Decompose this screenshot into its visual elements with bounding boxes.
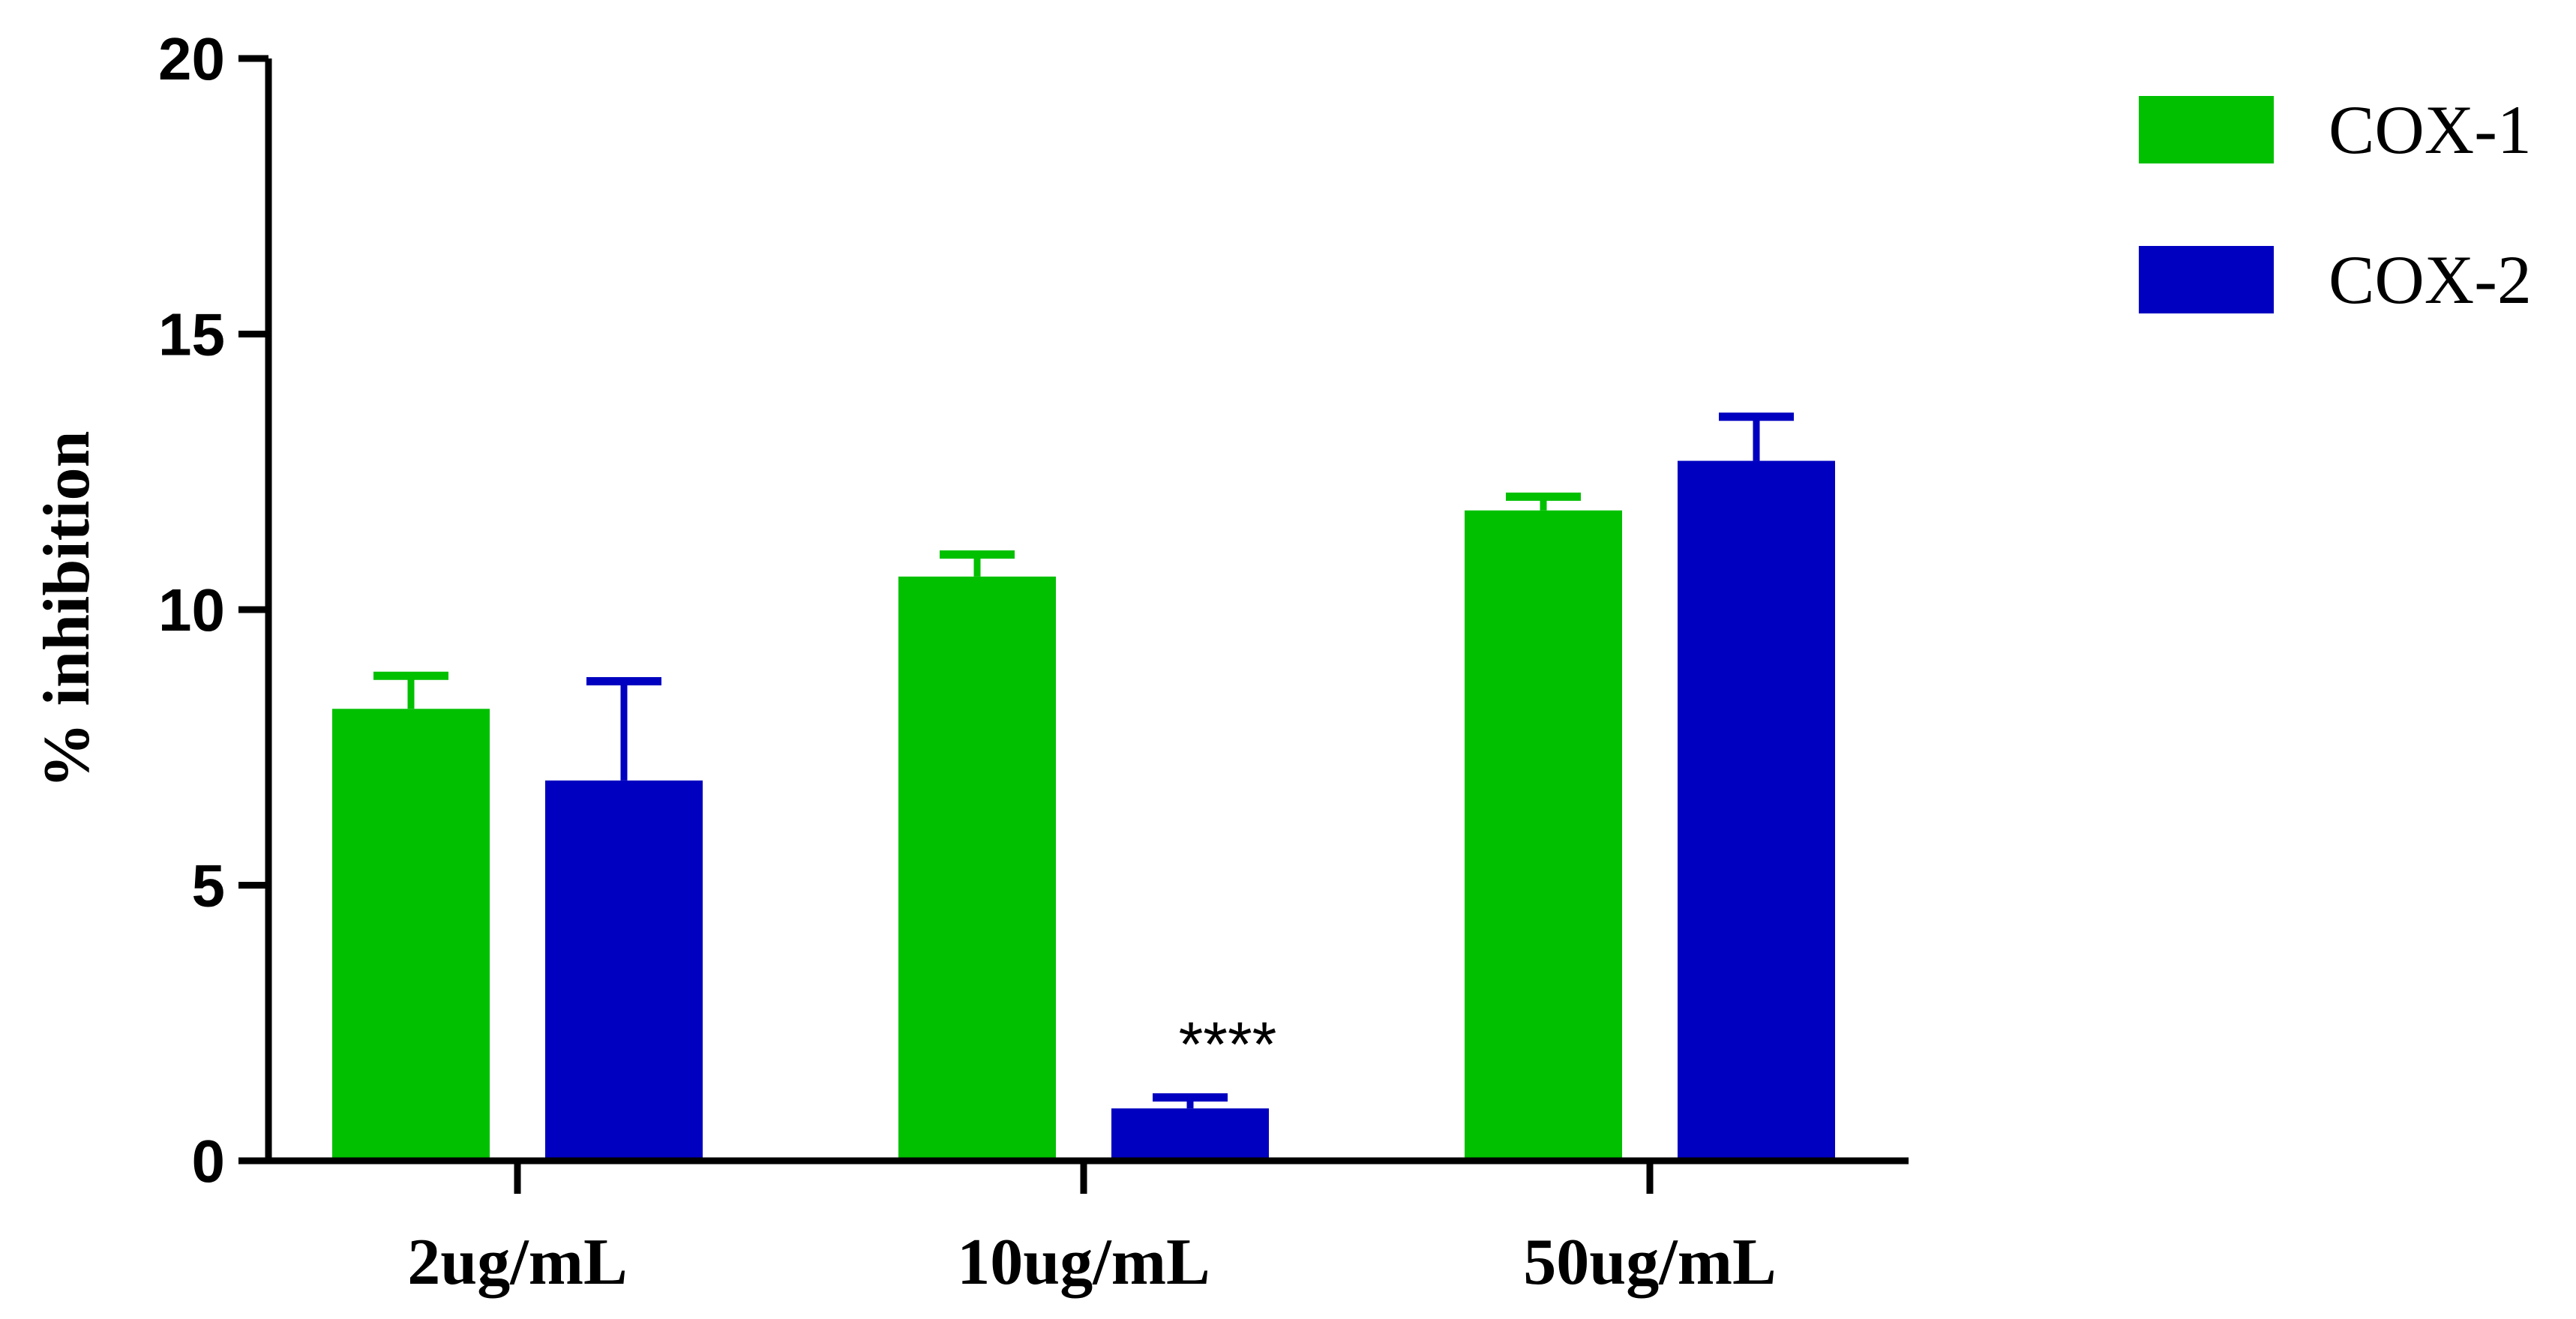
bar-cox-1-0 (332, 709, 490, 1161)
bar-cox-1-1 (898, 576, 1056, 1161)
x-tick-label: 50ug/mL (1523, 1226, 1776, 1299)
legend-label-cox-1: COX-1 (2329, 91, 2532, 168)
significance-annotation: **** (1179, 1009, 1277, 1079)
bar-cox-2-2 (1678, 460, 1835, 1161)
x-tick-label: 2ug/mL (407, 1226, 627, 1299)
bar-cox-2-1 (1111, 1108, 1269, 1161)
x-ticks-group: 2ug/mL 10ug/mL 50ug/mL (407, 1161, 1777, 1299)
legend-swatch-cox-2 (2139, 246, 2274, 313)
bars-group (332, 460, 1835, 1161)
y-axis-label: % inhibition (31, 431, 103, 789)
error-bars-group (373, 412, 1794, 1109)
y-tick-label: 15 (158, 301, 225, 368)
y-tick-label: 0 (192, 1128, 226, 1195)
legend-label-cox-2: COX-2 (2329, 241, 2532, 318)
y-tick-label: 20 (158, 25, 225, 92)
x-tick-label: 10ug/mL (957, 1226, 1210, 1299)
y-tick-label: 10 (158, 577, 225, 643)
y-tick-label: 5 (192, 853, 226, 919)
legend-swatch-cox-1 (2139, 96, 2274, 163)
y-ticks-group: 0 5 10 15 20 (158, 25, 268, 1195)
bar-cox-1-2 (1465, 510, 1622, 1161)
annotations-group: **** (1179, 1009, 1277, 1079)
axes-group (265, 58, 1909, 1165)
bar-cox-2-0 (545, 780, 703, 1161)
legend: COX-1 COX-2 (2139, 91, 2532, 318)
